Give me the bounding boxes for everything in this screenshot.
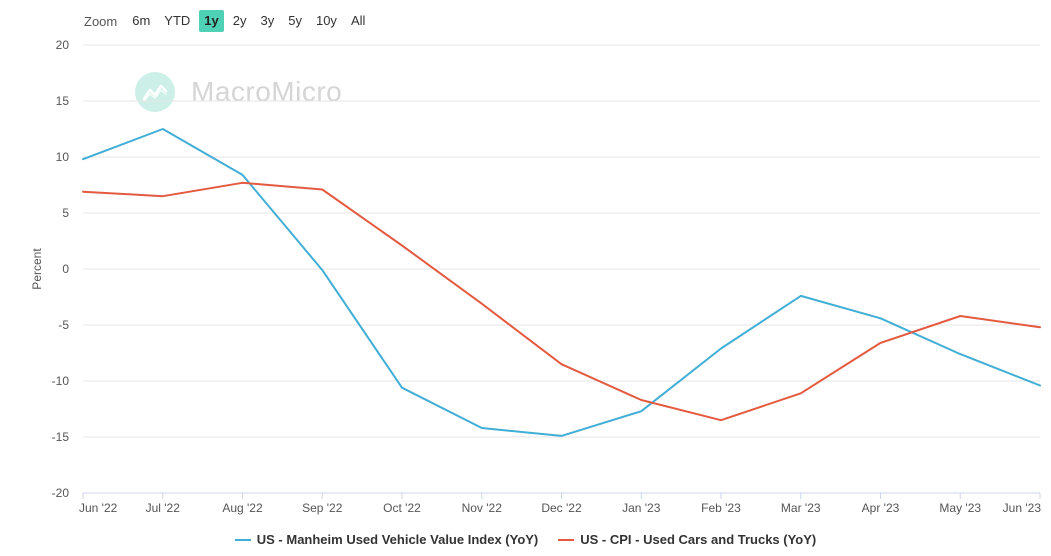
y-tick-label: 5	[62, 206, 69, 220]
grid-layer	[83, 44, 1040, 494]
y-tick-label: -10	[52, 374, 70, 388]
x-tick-label: Feb '23	[701, 501, 741, 515]
series-line-0[interactable]	[82, 128, 1041, 437]
zoom-label: Zoom	[84, 13, 118, 29]
y-tick-label: 0	[62, 262, 69, 276]
x-tick-label: Mar '23	[781, 501, 821, 515]
zoom-button-6m[interactable]: 6m	[132, 13, 151, 28]
y-tick-label: -5	[58, 318, 69, 332]
y-tick-label: 10	[56, 150, 70, 164]
series-line-1[interactable]	[82, 181, 1041, 422]
x-tick-label: Nov '22	[462, 501, 503, 515]
x-tick-label: Jun '23	[1003, 501, 1042, 515]
y-axis-label: Percent	[30, 248, 44, 290]
macromicro-logo-icon	[135, 72, 175, 112]
x-tick-label: May '23	[939, 501, 981, 515]
zoom-bar: Zoom 6m YTD 1y 2y 3y 5y 10y All	[80, 10, 374, 32]
zoom-button-10y[interactable]: 10y	[315, 13, 337, 28]
legend-swatch	[558, 538, 575, 541]
x-tick-label: Jun '22	[79, 501, 118, 515]
zoom-button-5y[interactable]: 5y	[288, 13, 302, 28]
x-tick-label: Oct '22	[383, 501, 421, 515]
watermark: MacroMicro	[135, 72, 342, 112]
y-tick-label: -15	[52, 430, 70, 444]
x-tick-label: Dec '22	[541, 501, 582, 515]
x-tick-label: Sep '22	[302, 501, 343, 515]
y-tick-label: 15	[56, 94, 70, 108]
watermark-text: MacroMicro	[191, 76, 343, 107]
x-tick-label: Jan '23	[622, 501, 661, 515]
x-tick-label: Jul '22	[146, 501, 181, 515]
x-tick-label: Aug '22	[222, 501, 263, 515]
zoom-button-all[interactable]: All	[350, 13, 366, 28]
y-tick-label: 20	[56, 38, 70, 52]
zoom-button-ytd[interactable]: YTD	[164, 13, 191, 28]
legend-swatch	[234, 538, 251, 541]
legend-item-cpi[interactable]: US - CPI - Used Cars and Trucks (YoY)	[558, 532, 816, 547]
series-layer	[82, 128, 1041, 437]
x-tick-label: Apr '23	[862, 501, 900, 515]
zoom-button-1y[interactable]: 1y	[199, 10, 224, 32]
legend-item-manheim[interactable]: US - Manheim Used Vehicle Value Index (Y…	[234, 532, 539, 547]
legend-label: US - CPI - Used Cars and Trucks (YoY)	[580, 532, 817, 547]
axis-layer: 20 15 10 5 0 -5 -10 -15 -20 Jun '22 Jul '22 Aug '22…	[52, 38, 1042, 515]
legend-label: US - Manheim Used Vehicle Value Index (Y…	[256, 532, 539, 547]
legend: US - Manheim Used Vehicle Value Index (Y…	[0, 532, 1051, 547]
y-tick-label: -20	[52, 486, 70, 500]
zoom-button-3y[interactable]: 3y	[260, 13, 275, 28]
zoom-button-2y[interactable]: 2y	[232, 13, 247, 28]
